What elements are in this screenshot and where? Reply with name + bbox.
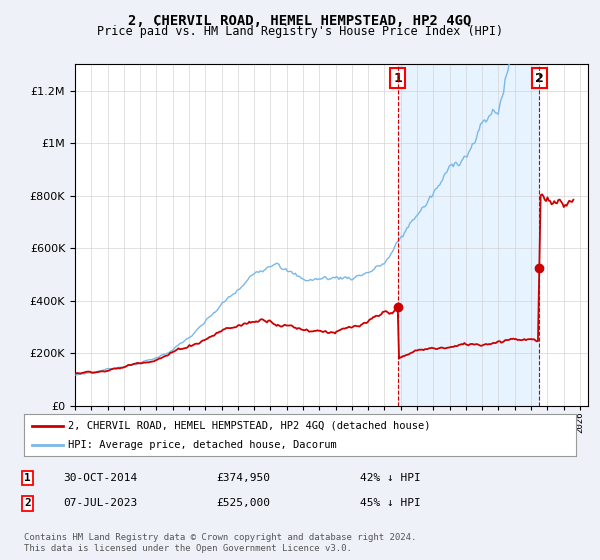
Text: 30-OCT-2014: 30-OCT-2014 xyxy=(63,473,137,483)
Bar xyxy=(398,64,539,406)
Text: 2, CHERVIL ROAD, HEMEL HEMPSTEAD, HP2 4GQ (detached house): 2, CHERVIL ROAD, HEMEL HEMPSTEAD, HP2 4G… xyxy=(68,421,431,431)
Text: Price paid vs. HM Land Registry's House Price Index (HPI): Price paid vs. HM Land Registry's House … xyxy=(97,25,503,38)
Text: 2, CHERVIL ROAD, HEMEL HEMPSTEAD, HP2 4GQ: 2, CHERVIL ROAD, HEMEL HEMPSTEAD, HP2 4G… xyxy=(128,14,472,28)
Text: 2: 2 xyxy=(535,72,544,85)
Text: £525,000: £525,000 xyxy=(216,498,270,508)
Text: 45% ↓ HPI: 45% ↓ HPI xyxy=(360,498,421,508)
Text: Contains HM Land Registry data © Crown copyright and database right 2024.
This d: Contains HM Land Registry data © Crown c… xyxy=(24,533,416,553)
Text: 42% ↓ HPI: 42% ↓ HPI xyxy=(360,473,421,483)
Text: £374,950: £374,950 xyxy=(216,473,270,483)
Text: 2: 2 xyxy=(24,498,31,508)
Text: 1: 1 xyxy=(394,72,403,85)
Text: 1: 1 xyxy=(24,473,31,483)
Text: 07-JUL-2023: 07-JUL-2023 xyxy=(63,498,137,508)
Text: HPI: Average price, detached house, Dacorum: HPI: Average price, detached house, Daco… xyxy=(68,440,337,450)
